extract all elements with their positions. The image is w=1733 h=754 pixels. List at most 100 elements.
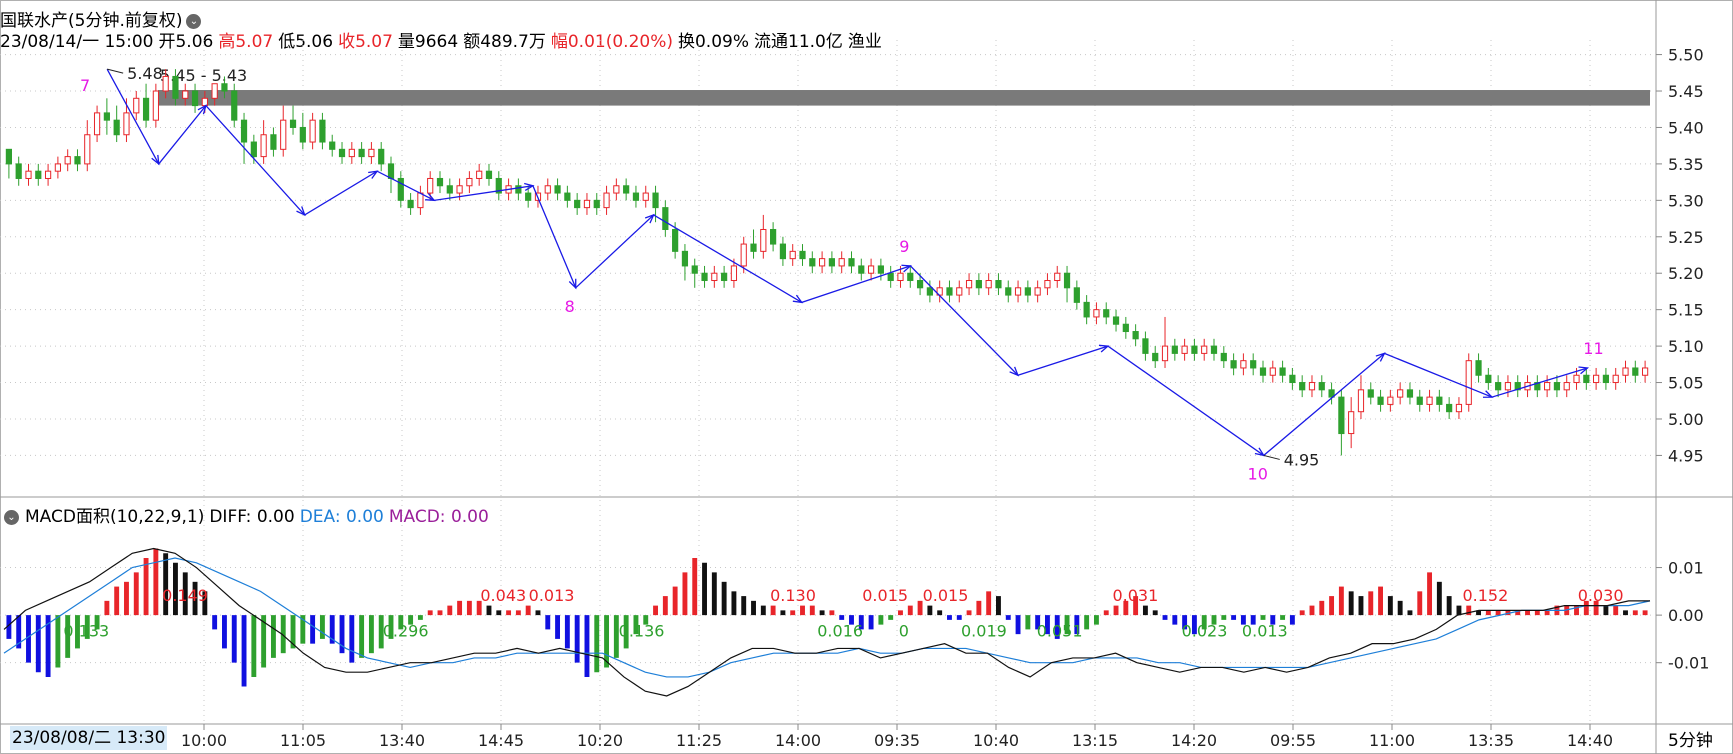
candle-body	[1446, 403, 1453, 413]
candle-body	[1250, 360, 1257, 369]
candle-body	[1201, 345, 1208, 354]
candle-body	[1024, 287, 1031, 296]
candle-body	[1367, 389, 1374, 398]
candle-body	[142, 97, 150, 121]
candle-body	[583, 199, 591, 209]
candle-body	[828, 258, 835, 267]
candle-body	[1387, 396, 1394, 405]
macd-tick-label: -0.01	[1668, 654, 1709, 673]
turnover-value: 0.09%	[694, 32, 749, 52]
candle-body	[809, 258, 816, 267]
time-tick-label: 09:55	[1270, 731, 1316, 750]
settings-dropdown-icon[interactable]: ⌄	[186, 13, 202, 29]
candle-body	[436, 177, 444, 187]
candle-body	[133, 97, 140, 114]
wave-arrowhead	[197, 104, 207, 115]
candle-body	[162, 75, 169, 92]
candle-body	[1495, 382, 1502, 391]
wave-number: 10	[1248, 464, 1268, 483]
wave-number: 8	[565, 297, 575, 316]
candle-body	[260, 134, 267, 158]
candle-body	[446, 185, 453, 194]
candle-body	[1318, 382, 1325, 391]
candle-body	[907, 272, 914, 282]
candle-body	[1014, 287, 1022, 296]
change-label: 幅	[550, 32, 568, 52]
candle-body	[1544, 382, 1551, 391]
candle-body	[1083, 301, 1090, 318]
candle-body	[466, 177, 473, 187]
candle-body	[1406, 389, 1414, 398]
diff-label: DIFF:	[209, 507, 252, 527]
candle-body	[1397, 389, 1404, 398]
wave-arrowhead	[644, 213, 655, 224]
wave-arrowhead	[524, 182, 535, 191]
candle-body	[1602, 374, 1610, 384]
price-tick-label: 5.05	[1668, 374, 1704, 393]
candle-body	[329, 141, 336, 150]
amount-label: 额	[463, 32, 481, 52]
candle-body	[1259, 367, 1267, 376]
turnover-label: 换	[677, 32, 695, 52]
macd-area-label: 0.015	[923, 586, 969, 605]
wave-arrowhead	[568, 278, 577, 290]
price-tick-label: 5.50	[1668, 46, 1704, 65]
candle-body	[270, 134, 277, 150]
candle-body	[103, 112, 110, 121]
candle-body	[1485, 374, 1492, 384]
candle-body	[897, 272, 904, 282]
candle-body	[1357, 389, 1365, 413]
candle-body	[25, 170, 32, 179]
candle-body	[848, 258, 855, 267]
candle-body	[1005, 287, 1012, 296]
candle-body	[1583, 374, 1590, 384]
candle-body	[231, 90, 238, 121]
price-tick-label: 5.30	[1668, 191, 1704, 210]
time-tick-label: 11:25	[676, 731, 722, 750]
wave-number: 7	[80, 76, 90, 95]
extreme-leader	[1263, 454, 1280, 460]
candle-body	[1504, 382, 1512, 391]
candle-body	[858, 265, 865, 274]
candle-body	[750, 243, 757, 252]
candle-body	[1377, 396, 1384, 405]
candle-body	[191, 90, 199, 107]
candle-body	[681, 250, 689, 267]
time-tick-label: 13:15	[1072, 731, 1118, 750]
macd-area-label: 0.043	[480, 586, 526, 605]
indicator-settings-icon[interactable]: ⌄	[4, 509, 19, 525]
candle-body	[289, 119, 297, 128]
extreme-label: 5.48	[127, 64, 163, 83]
macd-label: MACD:	[388, 507, 446, 527]
candle-body	[1299, 382, 1306, 391]
time-tick-label: 11:00	[1369, 731, 1415, 750]
candle-body	[280, 119, 287, 150]
candle-body	[1475, 360, 1482, 376]
candle-body	[1152, 352, 1159, 362]
candle-body	[1348, 411, 1355, 435]
candle-body	[1240, 360, 1247, 369]
candle-body	[1093, 309, 1100, 318]
period-button[interactable]: 5分钟	[1668, 731, 1713, 751]
price-tick-label: 4.95	[1668, 446, 1704, 465]
candle-body	[1073, 287, 1080, 303]
candle-body	[299, 126, 306, 143]
candle-body	[721, 272, 728, 282]
candle-body	[593, 199, 600, 209]
time-tick-label: 09:35	[874, 731, 920, 750]
candle-body	[1465, 360, 1472, 405]
macd-area-label: 0.133	[63, 622, 109, 641]
price-tick-label: 5.40	[1668, 118, 1704, 137]
wave-arrowhead	[1098, 344, 1110, 353]
wave-arrowhead	[1578, 366, 1590, 375]
diff-value: 0.00	[256, 507, 295, 527]
open-label: 开	[158, 32, 176, 52]
band-label: 5.45 - 5.43	[160, 66, 247, 85]
macd-area-label: 0.296	[383, 622, 429, 641]
candle-body	[1563, 382, 1570, 391]
candle-body	[867, 265, 875, 274]
candle-body	[1171, 345, 1178, 354]
float-value: 11.0亿	[788, 32, 843, 52]
macd-area-label: 0	[899, 622, 909, 641]
